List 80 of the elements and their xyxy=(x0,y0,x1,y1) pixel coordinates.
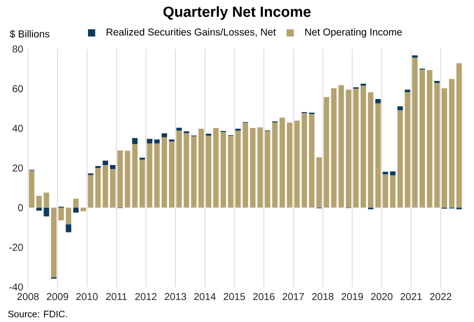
x-tick-label: 2008 xyxy=(17,293,39,300)
x-tick-label: 2013 xyxy=(164,293,186,300)
bar xyxy=(360,86,366,208)
bar xyxy=(390,171,396,176)
chart-title: Quarterly Net Income xyxy=(163,6,311,20)
bar xyxy=(404,90,410,92)
bar xyxy=(110,165,116,169)
bar xyxy=(140,160,145,208)
bar xyxy=(331,88,337,208)
bar xyxy=(264,130,270,208)
x-tick-label: 2021 xyxy=(400,293,422,300)
bar xyxy=(51,208,57,278)
bar xyxy=(434,82,440,208)
bar xyxy=(80,208,86,212)
bar xyxy=(420,70,425,208)
bar xyxy=(102,160,108,166)
x-tick-label: 2012 xyxy=(135,293,157,300)
bar xyxy=(228,136,234,208)
bar xyxy=(257,127,263,208)
bar xyxy=(286,122,292,208)
x-tick-label: 2009 xyxy=(46,293,68,300)
legend-label: Net Operating Income xyxy=(305,28,402,38)
bar xyxy=(95,168,101,208)
x-tick-label: 2014 xyxy=(194,293,216,300)
bar xyxy=(162,133,168,138)
y-axis-title: $ Billions xyxy=(10,30,50,38)
bar xyxy=(272,122,278,208)
bar xyxy=(302,113,308,208)
bar xyxy=(58,208,64,220)
bar xyxy=(73,208,79,213)
y-tick-label: 60 xyxy=(12,85,23,92)
bar xyxy=(250,128,256,208)
bar xyxy=(66,208,72,224)
bar xyxy=(198,128,204,208)
bar xyxy=(390,175,396,208)
bar xyxy=(397,106,403,110)
bar xyxy=(456,63,462,208)
bar xyxy=(88,174,94,208)
bar xyxy=(294,120,300,208)
bar xyxy=(426,70,432,208)
y-tick-label: 40 xyxy=(12,124,23,132)
bar xyxy=(102,165,108,208)
bar xyxy=(397,110,403,208)
bar xyxy=(375,98,381,104)
bar xyxy=(442,88,448,208)
bar xyxy=(73,198,79,208)
x-tick-label: 2019 xyxy=(342,293,363,300)
x-tick-label: 2015 xyxy=(224,293,246,300)
x-tick-label: 2010 xyxy=(76,293,98,300)
bar xyxy=(124,150,130,208)
bar xyxy=(191,136,197,208)
legend-label: Realized Securities Gains/Losses, Net xyxy=(106,28,276,37)
bar xyxy=(110,169,116,208)
x-tick-label: 2017 xyxy=(282,293,304,300)
x-tick-label: 2020 xyxy=(371,293,392,300)
bar xyxy=(168,141,174,208)
x-tick-label: 2018 xyxy=(312,293,334,300)
bar xyxy=(309,114,314,208)
bar xyxy=(449,78,454,208)
bar xyxy=(132,138,138,144)
bar xyxy=(368,92,374,208)
y-tick-label: -20 xyxy=(9,244,23,251)
y-tick-label: -40 xyxy=(9,283,23,291)
bar xyxy=(28,170,34,208)
bar xyxy=(66,224,72,232)
bar xyxy=(117,150,123,208)
bar xyxy=(220,132,226,208)
bar xyxy=(162,137,168,208)
bar xyxy=(382,172,388,174)
bar xyxy=(176,128,182,131)
bar xyxy=(280,118,285,208)
bar xyxy=(132,144,138,208)
x-tick-label: 2011 xyxy=(106,293,127,300)
y-tick-label: 0 xyxy=(18,204,23,212)
bar xyxy=(338,85,344,208)
y-tick-label: 80 xyxy=(12,45,23,53)
y-tick-label: 20 xyxy=(12,164,23,172)
x-tick-label: 2016 xyxy=(253,293,275,300)
x-tick-label: 2022 xyxy=(430,293,452,300)
source-note: Source: FDIC. xyxy=(8,310,67,318)
